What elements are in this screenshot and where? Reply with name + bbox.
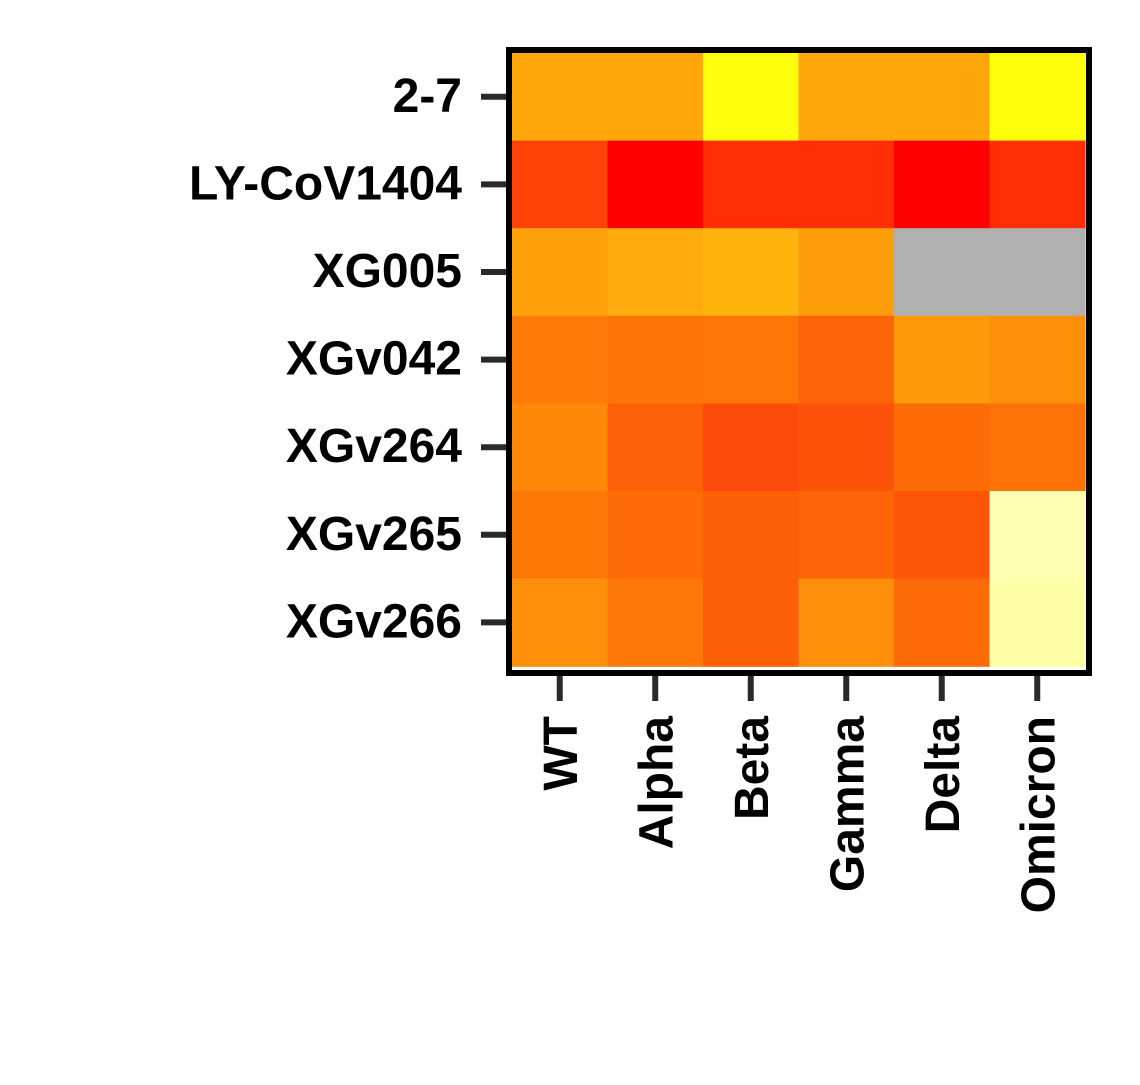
y-tick-label-xg005: XG005 <box>313 245 462 298</box>
x-tick-label-alpha: Alpha <box>630 716 683 850</box>
x-tick-label-gamma: Gamma <box>821 716 874 892</box>
heatmap-cell-xg005-gamma <box>798 228 895 317</box>
y-tick-label-xgv265: XGv265 <box>286 508 462 561</box>
heatmap-cell-ly-cov1404-wt <box>512 140 609 229</box>
heatmap-cell-2-7-delta <box>894 53 991 142</box>
y-tick-label-xgv266: XGv266 <box>286 595 462 648</box>
heatmap-cell-ly-cov1404-gamma <box>798 140 895 229</box>
heatmap-cell-2-7-beta <box>703 53 800 142</box>
heatmap-cell-xgv266-beta <box>703 578 800 667</box>
heatmap-cell-xgv266-wt <box>512 578 609 667</box>
heatmap-cells <box>512 53 1086 667</box>
heatmap-cell-ly-cov1404-delta <box>894 140 991 229</box>
heatmap-cell-xg005-beta <box>703 228 800 317</box>
heatmap-cell-xgv265-alpha <box>607 491 704 580</box>
heatmap-cell-xgv264-beta <box>703 403 800 492</box>
heatmap-cell-ly-cov1404-omicron <box>989 140 1086 229</box>
heatmap-cell-xgv264-omicron <box>989 403 1086 492</box>
plot-frame <box>506 47 1092 676</box>
heatmap-cell-xgv264-gamma <box>798 403 895 492</box>
heatmap-cell-xgv266-gamma <box>798 578 895 667</box>
heatmap-cell-xg005-delta <box>894 228 991 317</box>
heatmap-cell-xg005-alpha <box>607 228 704 317</box>
heatmap-cell-xgv042-omicron <box>989 315 1086 404</box>
row-labels: 2-7 LY-CoV1404 XG005 XGv042 XGv264 XGv265 XGv2… <box>189 70 462 649</box>
heatmap-cell-xgv042-delta <box>894 315 991 404</box>
heatmap-cell-xgv265-wt <box>512 491 609 580</box>
heatmap-cell-ly-cov1404-alpha <box>607 140 704 229</box>
heatmap-cell-xgv042-gamma <box>798 315 895 404</box>
heatmap-cell-xgv042-alpha <box>607 315 704 404</box>
heatmap-cell-xgv042-wt <box>512 315 609 404</box>
y-tick-label-2-7: 2-7 <box>393 70 462 123</box>
heatmap-cell-xgv266-delta <box>894 578 991 667</box>
heatmap-cell-2-7-wt <box>512 53 609 142</box>
heatmap-cell-xgv265-gamma <box>798 491 895 580</box>
y-tick-label-xgv042: XGv042 <box>286 333 462 386</box>
y-tick-label-xgv264: XGv264 <box>286 420 462 473</box>
x-tick-label-wt: WT <box>535 716 588 791</box>
heatmap-cell-xgv265-delta <box>894 491 991 580</box>
x-tick-label-omicron: Omicron <box>1012 716 1065 913</box>
heatmap-cell-2-7-alpha <box>607 53 704 142</box>
heatmap-cell-xgv265-omicron <box>989 491 1086 580</box>
x-tick-label-beta: Beta <box>726 716 779 820</box>
heatmap-cell-xgv266-omicron <box>989 578 1086 667</box>
y-tick-label-ly-cov1404: LY-CoV1404 <box>189 157 462 210</box>
heatmap-cell-ly-cov1404-beta <box>703 140 800 229</box>
heatmap-cell-xg005-wt <box>512 228 609 317</box>
heatmap-cell-xgv264-alpha <box>607 403 704 492</box>
x-tick-label-delta: Delta <box>917 716 970 834</box>
heatmap-cell-xgv042-beta <box>703 315 800 404</box>
heatmap-cell-xgv266-alpha <box>607 578 704 667</box>
heatmap-cell-xgv264-delta <box>894 403 991 492</box>
heatmap-cell-2-7-gamma <box>798 53 895 142</box>
axis-ticks <box>481 93 1041 701</box>
column-labels: WT Alpha Beta Gamma Delta Omicron <box>535 716 1066 914</box>
heatmap-cell-2-7-omicron <box>989 53 1086 142</box>
heatmap-cell-xgv264-wt <box>512 403 609 492</box>
heatmap-cell-xg005-omicron <box>989 228 1086 317</box>
heatmap-cell-xgv265-beta <box>703 491 800 580</box>
